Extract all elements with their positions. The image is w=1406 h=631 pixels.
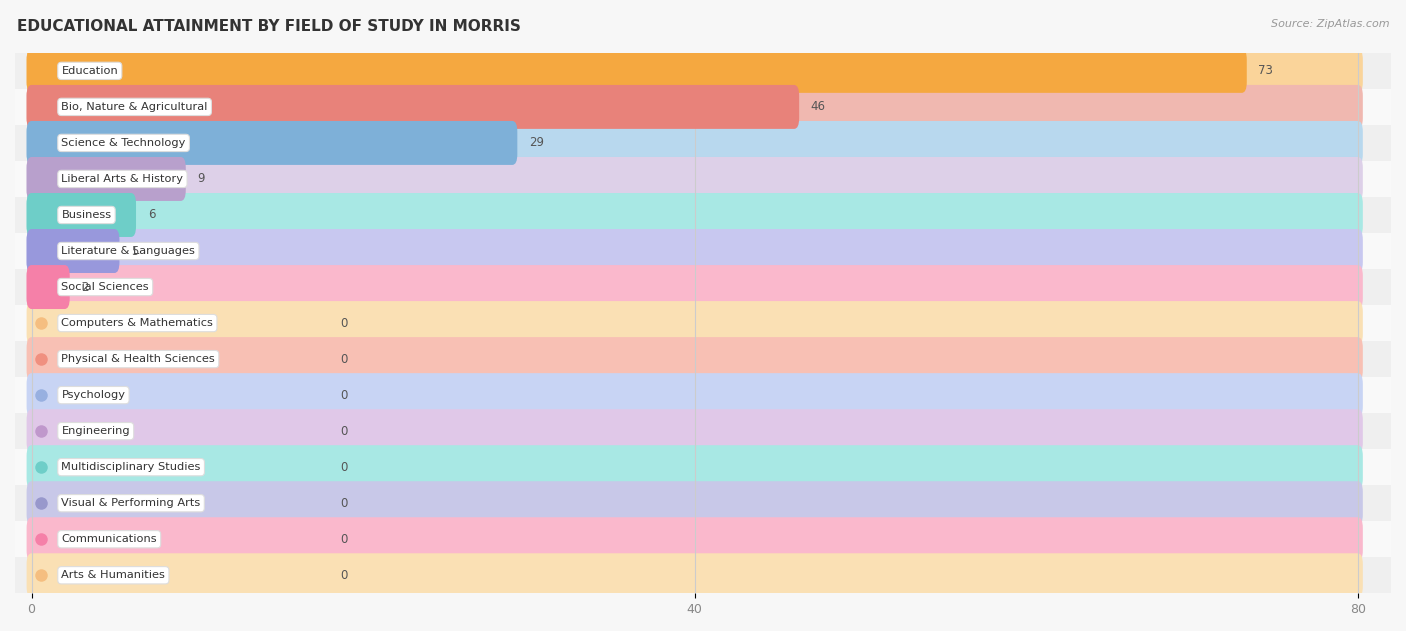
Text: Physical & Health Sciences: Physical & Health Sciences bbox=[62, 354, 215, 364]
Text: EDUCATIONAL ATTAINMENT BY FIELD OF STUDY IN MORRIS: EDUCATIONAL ATTAINMENT BY FIELD OF STUDY… bbox=[17, 19, 520, 34]
FancyBboxPatch shape bbox=[27, 49, 1362, 93]
Bar bbox=[15, 269, 1391, 305]
Text: 0: 0 bbox=[340, 569, 347, 582]
Text: Liberal Arts & History: Liberal Arts & History bbox=[62, 174, 183, 184]
FancyBboxPatch shape bbox=[27, 337, 1362, 381]
Bar bbox=[15, 521, 1391, 557]
Text: 0: 0 bbox=[340, 533, 347, 546]
Text: 0: 0 bbox=[340, 461, 347, 474]
Text: 73: 73 bbox=[1258, 64, 1274, 78]
FancyBboxPatch shape bbox=[27, 157, 186, 201]
Bar bbox=[15, 341, 1391, 377]
Bar bbox=[15, 233, 1391, 269]
FancyBboxPatch shape bbox=[27, 301, 1362, 345]
Text: Literature & Languages: Literature & Languages bbox=[62, 246, 195, 256]
Text: 0: 0 bbox=[340, 389, 347, 401]
FancyBboxPatch shape bbox=[27, 229, 120, 273]
Text: 6: 6 bbox=[148, 208, 155, 221]
Bar bbox=[15, 125, 1391, 161]
FancyBboxPatch shape bbox=[27, 85, 799, 129]
FancyBboxPatch shape bbox=[27, 121, 1362, 165]
Text: 29: 29 bbox=[529, 136, 544, 150]
Text: 46: 46 bbox=[811, 100, 825, 114]
Text: Business: Business bbox=[62, 210, 111, 220]
Text: 2: 2 bbox=[82, 281, 89, 293]
FancyBboxPatch shape bbox=[27, 49, 1247, 93]
Bar bbox=[15, 197, 1391, 233]
Text: 0: 0 bbox=[340, 317, 347, 329]
FancyBboxPatch shape bbox=[27, 193, 136, 237]
Text: Visual & Performing Arts: Visual & Performing Arts bbox=[62, 498, 201, 508]
FancyBboxPatch shape bbox=[27, 229, 1362, 273]
Text: 0: 0 bbox=[340, 425, 347, 438]
Text: 0: 0 bbox=[340, 497, 347, 510]
Text: Source: ZipAtlas.com: Source: ZipAtlas.com bbox=[1271, 19, 1389, 29]
Bar bbox=[15, 449, 1391, 485]
FancyBboxPatch shape bbox=[27, 85, 1362, 129]
Text: Multidisciplinary Studies: Multidisciplinary Studies bbox=[62, 462, 201, 472]
Text: Computers & Mathematics: Computers & Mathematics bbox=[62, 318, 214, 328]
Bar bbox=[15, 89, 1391, 125]
Text: 0: 0 bbox=[340, 353, 347, 365]
Text: Psychology: Psychology bbox=[62, 390, 125, 400]
Bar bbox=[15, 53, 1391, 89]
FancyBboxPatch shape bbox=[27, 553, 1362, 597]
Text: Bio, Nature & Agricultural: Bio, Nature & Agricultural bbox=[62, 102, 208, 112]
FancyBboxPatch shape bbox=[27, 193, 1362, 237]
Bar bbox=[15, 557, 1391, 593]
Text: Science & Technology: Science & Technology bbox=[62, 138, 186, 148]
Text: Social Sciences: Social Sciences bbox=[62, 282, 149, 292]
FancyBboxPatch shape bbox=[27, 121, 517, 165]
FancyBboxPatch shape bbox=[27, 373, 1362, 417]
FancyBboxPatch shape bbox=[27, 157, 1362, 201]
Bar bbox=[15, 377, 1391, 413]
Bar bbox=[15, 161, 1391, 197]
Text: Education: Education bbox=[62, 66, 118, 76]
Text: 5: 5 bbox=[131, 245, 138, 257]
Text: Communications: Communications bbox=[62, 534, 157, 544]
Text: 9: 9 bbox=[197, 172, 205, 186]
FancyBboxPatch shape bbox=[27, 409, 1362, 453]
Bar bbox=[15, 413, 1391, 449]
Text: Engineering: Engineering bbox=[62, 426, 129, 436]
Text: Arts & Humanities: Arts & Humanities bbox=[62, 570, 166, 581]
FancyBboxPatch shape bbox=[27, 445, 1362, 489]
FancyBboxPatch shape bbox=[27, 481, 1362, 525]
Bar bbox=[15, 305, 1391, 341]
FancyBboxPatch shape bbox=[27, 517, 1362, 561]
FancyBboxPatch shape bbox=[27, 265, 70, 309]
Bar bbox=[15, 485, 1391, 521]
FancyBboxPatch shape bbox=[27, 265, 1362, 309]
